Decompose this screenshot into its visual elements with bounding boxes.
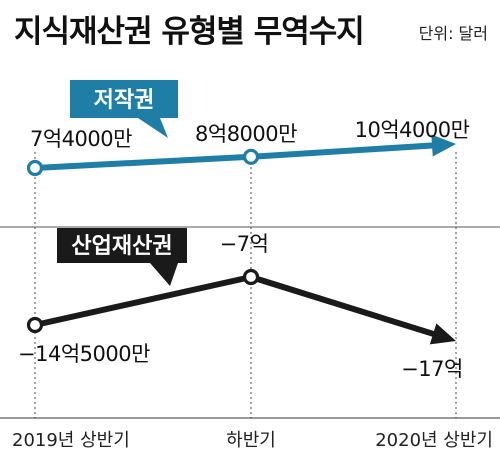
x-tick-label-1: 하반기: [226, 430, 276, 451]
series-0-segment-1: [250, 142, 435, 160]
series-0-point-1: [242, 148, 260, 165]
series-1-segment-0: [34, 274, 252, 328]
series-0-arrowhead: [431, 134, 456, 157]
series-1-point-1: [242, 268, 260, 286]
legend-box-industrial: [57, 228, 187, 286]
data-label-1-1: −7억: [220, 232, 269, 256]
series-1-arrowhead: [429, 323, 456, 345]
data-label-1-0: −14억5000만: [18, 342, 150, 366]
data-label-0-0: 7억4000만: [30, 127, 132, 151]
series-0-point-0: [26, 159, 44, 177]
data-label-1-2: −17억: [401, 357, 463, 381]
chart-title: 지식재산권 유형별 무역수지: [14, 14, 365, 50]
x-tick-label-0: 2019년 상반기: [12, 430, 130, 451]
legend-box-copyright: [70, 80, 178, 138]
data-label-0-1: 8억8000만: [195, 122, 297, 146]
series-0-segment-0: [34, 153, 252, 171]
series-1-segment-1: [250, 274, 436, 338]
data-label-0-2: 10억4000만: [355, 118, 470, 142]
legend-label-industrial: 산업재산권: [71, 234, 172, 259]
legend-label-copyright: 저작권: [94, 88, 155, 113]
x-tick-label-2: 2020년 상반기: [375, 430, 493, 451]
unit-label: 단위: 달러: [418, 24, 488, 43]
series-1-point-0: [26, 316, 44, 334]
